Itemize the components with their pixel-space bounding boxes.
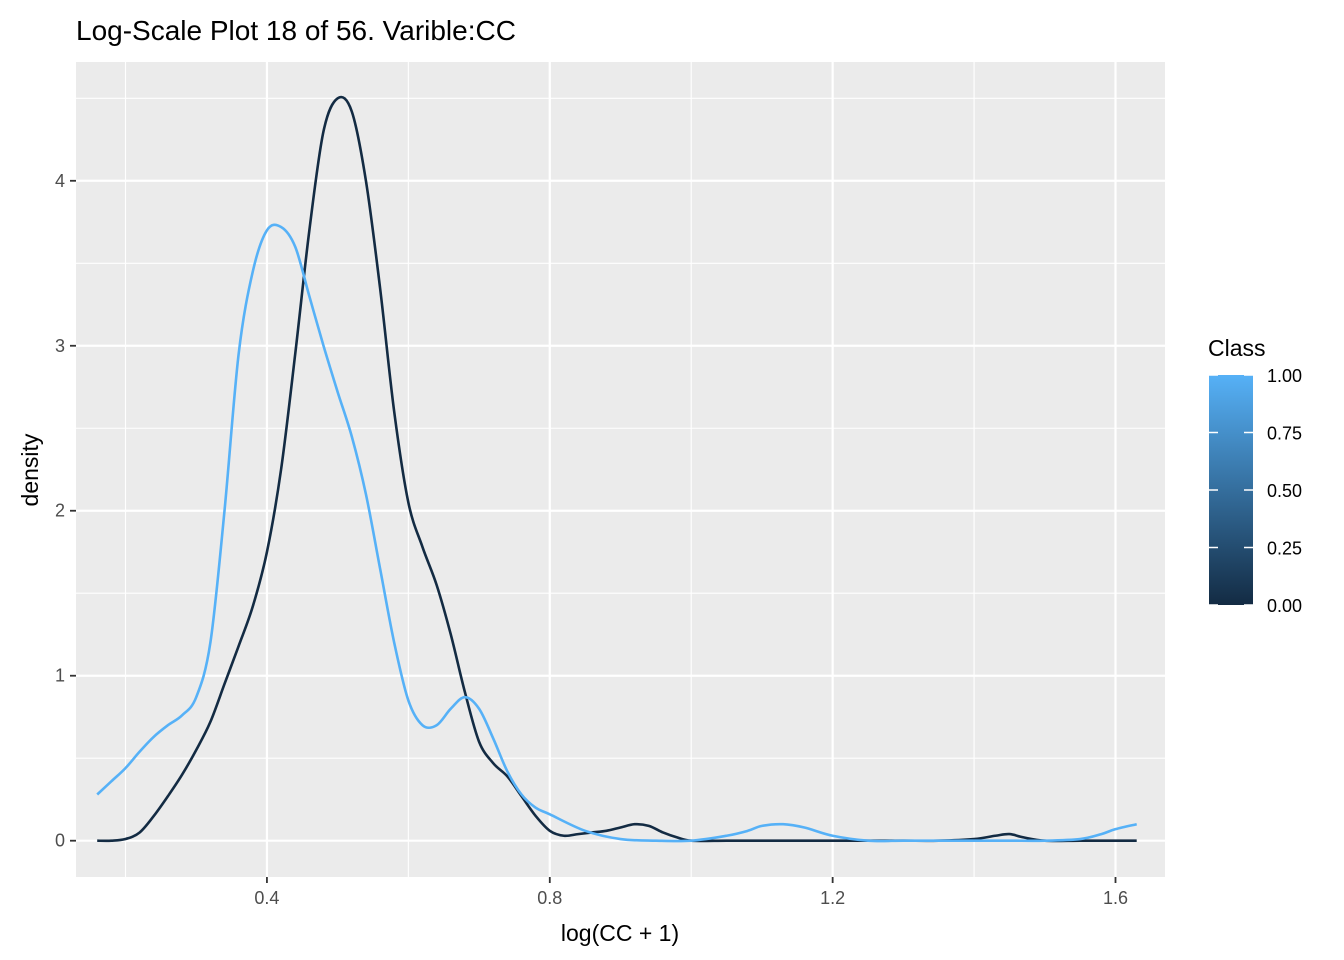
y-tick-label: 2 [55,501,65,521]
plot-panel [76,62,1165,877]
density-curves [96,95,1138,843]
legend-label: 0.75 [1267,424,1302,444]
y-tick-label: 0 [55,831,65,851]
x-axis: 0.4 0.8 1.2 1.6 [254,877,1128,908]
legend-ticks: 1.00 0.75 0.50 0.25 0.00 [1209,366,1302,616]
legend-title: Class [1208,335,1266,361]
x-tick-label: 1.2 [820,888,845,908]
legend-label: 0.50 [1267,481,1302,501]
legend-label: 0.25 [1267,539,1302,559]
legend-label: 0.00 [1267,596,1302,616]
y-tick-label: 1 [55,666,65,686]
color-legend: Class 1.00 0.75 0.50 0.25 0.00 [1208,335,1302,616]
x-tick-label: 1.6 [1103,888,1128,908]
x-axis-title: log(CC + 1) [561,920,679,946]
y-axis: 0 1 2 3 4 [55,171,76,851]
x-tick-label: 0.4 [254,888,279,908]
y-tick-label: 3 [55,336,65,356]
chart-title: Log-Scale Plot 18 of 56. Varible:CC [76,15,516,46]
x-tick-label: 0.8 [537,888,562,908]
density-curve-class-1 [96,223,1138,843]
y-tick-label: 4 [55,171,65,191]
y-axis-title: density [17,433,43,506]
legend-label: 1.00 [1267,366,1302,386]
